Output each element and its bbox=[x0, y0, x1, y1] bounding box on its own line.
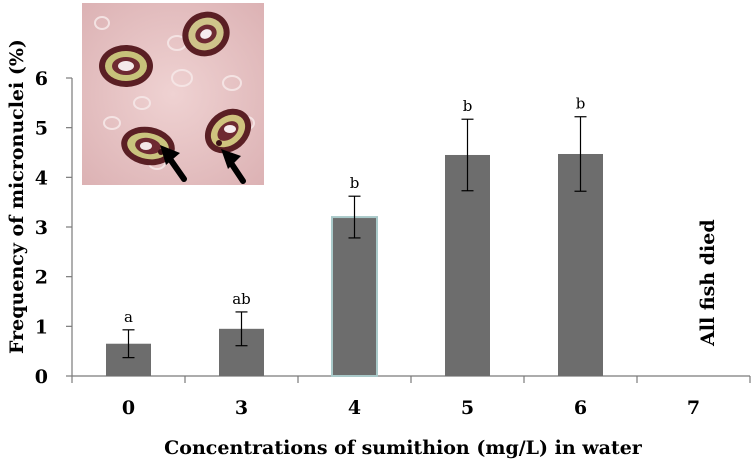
arrow-icon bbox=[160, 145, 187, 182]
x-tick-label: 7 bbox=[687, 397, 700, 419]
erythrocyte-cell-with-micronucleus bbox=[204, 108, 252, 154]
x-tick-label: 3 bbox=[235, 397, 248, 419]
micronuclei-micrograph-inset bbox=[82, 3, 264, 185]
y-tick-label: 5 bbox=[35, 118, 48, 140]
significance-label: b bbox=[576, 95, 586, 113]
x-tick-label: 6 bbox=[574, 397, 587, 419]
y-axis-label: Frequency of micronuclei (%) bbox=[6, 39, 28, 354]
y-tick-label: 4 bbox=[35, 167, 48, 189]
significance-label: b bbox=[350, 174, 360, 192]
x-tick-label: 4 bbox=[348, 397, 361, 419]
bar-4 bbox=[331, 216, 378, 377]
x-tick-label: 0 bbox=[122, 397, 135, 419]
erythrocyte-cell bbox=[99, 45, 153, 87]
y-tick-label: 3 bbox=[35, 217, 48, 239]
significance-label: ab bbox=[232, 290, 251, 308]
arrow-icon bbox=[221, 149, 246, 184]
significance-label: a bbox=[124, 308, 133, 326]
bar-5 bbox=[445, 154, 490, 376]
x-tick-label: 5 bbox=[461, 397, 474, 419]
significance-labels: a ab b b b bbox=[124, 95, 585, 326]
y-tick-label: 1 bbox=[35, 316, 48, 338]
all-fish-died-annotation: All fish died bbox=[697, 219, 719, 346]
x-axis-label: Concentrations of sumithion (mg/L) in wa… bbox=[164, 437, 642, 459]
significance-label: b bbox=[463, 97, 473, 115]
x-axis-ticks: 0 3 4 5 6 7 bbox=[71, 376, 751, 419]
y-tick-label: 2 bbox=[35, 267, 48, 289]
error-bars bbox=[122, 116, 587, 359]
y-tick-label: 6 bbox=[35, 68, 48, 90]
erythrocyte-cell bbox=[182, 11, 230, 57]
y-axis-ticks: 0 1 2 3 4 5 6 bbox=[35, 68, 72, 388]
y-tick-label: 0 bbox=[35, 366, 48, 388]
erythrocyte-cell-with-micronucleus bbox=[121, 126, 175, 166]
